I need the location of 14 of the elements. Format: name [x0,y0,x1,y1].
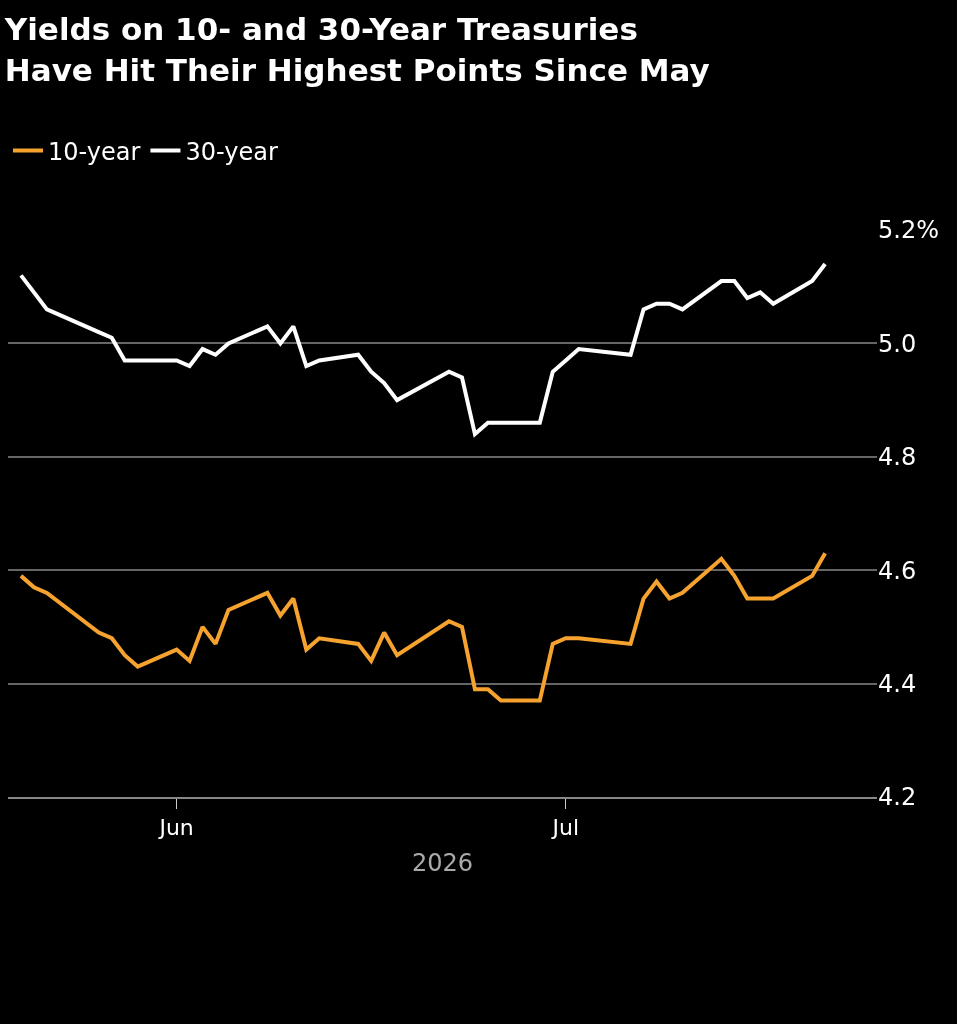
y-tick-label: 5.2% [878,216,939,245]
x-tick-label: Jul [550,815,579,841]
legend-label: 10-year [48,137,141,166]
line-series [18,262,828,437]
y-tick-label: 5.0 [878,329,917,358]
legend-label: 30-year [185,137,278,166]
x-axis-title: 2026 [411,849,474,878]
line-series [18,551,828,703]
y-tick-label: 4.6 [878,556,917,585]
chart-title: Yields on 10- and 30-Year Treasuries Have Hit Their Highest Points Since May [3,11,710,88]
y-tick-label: 4.8 [878,443,917,472]
y-tick-label: 4.2 [878,783,917,812]
x-tick-label: Jun [157,815,194,841]
y-tick-label: 4.4 [878,670,917,698]
